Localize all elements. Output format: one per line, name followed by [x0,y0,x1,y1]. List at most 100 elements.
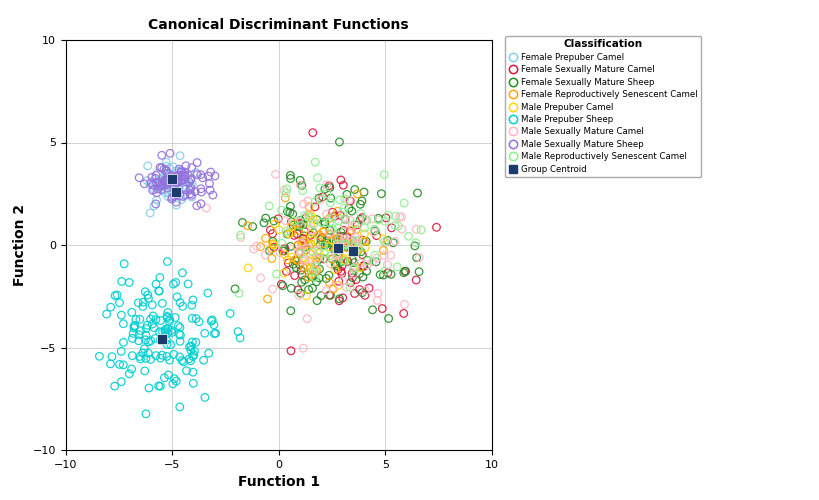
Point [168,374,181,382]
Point [401,232,414,240]
Point [290,242,303,250]
Point [335,270,348,278]
Point [176,302,189,310]
Point [352,270,365,278]
Point [152,185,165,193]
Point [192,318,206,326]
Point [294,266,307,274]
Point [297,254,310,262]
Point [324,291,337,299]
Point [347,290,360,298]
Point [161,329,174,337]
Point [125,308,138,316]
Point [294,222,307,230]
Point [323,291,336,299]
Point [143,180,156,188]
Point [161,177,174,185]
Point [353,264,366,272]
Point [274,280,287,288]
Point [387,239,400,247]
Point [149,174,162,182]
Point [155,336,168,344]
Point [183,357,197,365]
Point [208,172,221,180]
Point [330,242,343,250]
Point [154,336,167,344]
Point [161,174,174,182]
Point [284,223,297,231]
Point [315,234,328,241]
Point [138,367,152,375]
Point [331,224,344,232]
Point [340,233,353,241]
Point [287,218,300,226]
Point [345,240,358,248]
Point [297,232,310,240]
Point [334,228,347,236]
Point [351,247,364,255]
Point [159,167,172,175]
Title: Canonical Discriminant Functions: Canonical Discriminant Functions [148,18,409,32]
Point [322,278,335,286]
Point [294,250,307,258]
Point [295,238,308,246]
Point [312,250,325,258]
Point [296,200,310,208]
Point [310,266,323,274]
Point [164,184,177,192]
Point [145,173,158,181]
Point [265,285,278,293]
Point [298,276,311,284]
Point [301,244,314,252]
Point [198,330,211,338]
Point [154,178,167,186]
Point [265,244,278,252]
Point [326,284,339,292]
Point [344,244,357,252]
Point [156,300,169,308]
Point [170,176,183,184]
Point [308,274,321,281]
Point [360,238,373,246]
Point [355,250,369,258]
Point [348,186,361,194]
Point [144,178,157,186]
Point [284,347,297,355]
Point [396,310,410,318]
Point [167,178,180,186]
Point [179,191,192,199]
Point [173,403,186,411]
Point [336,208,349,216]
Point [259,234,272,242]
Point [318,220,331,228]
Point [345,269,358,277]
Point [359,244,372,252]
Point [236,218,249,226]
Point [194,200,207,207]
Point [391,222,405,230]
Point [201,289,214,297]
Point [410,276,423,284]
Point [224,310,237,318]
Point [127,324,140,332]
Point [292,260,305,268]
Point [168,192,181,200]
Point [343,284,356,292]
Point [341,258,354,266]
Point [314,236,327,244]
Point [136,349,149,357]
Point [167,185,180,193]
Point [178,168,191,176]
Point [170,201,183,209]
Point [161,314,174,322]
Point [289,264,302,272]
Point [322,272,335,280]
Point [378,267,391,275]
Point [138,180,151,188]
Point [174,331,187,339]
Point [337,235,351,243]
Point [132,299,145,307]
Point [338,216,351,224]
Point [294,290,307,298]
Point [305,128,319,136]
